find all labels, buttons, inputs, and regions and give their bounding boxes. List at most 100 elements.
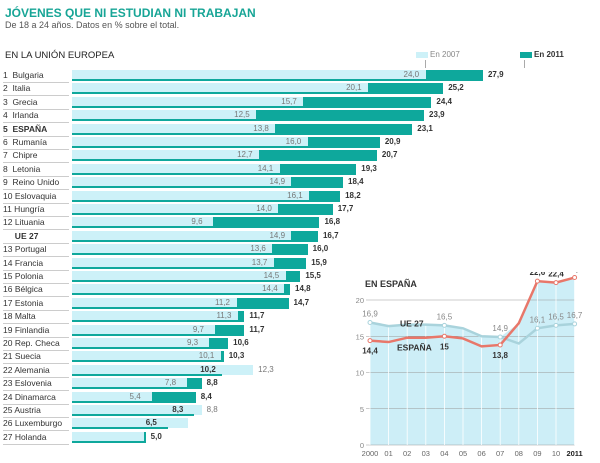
bar-label: 13 Portugal <box>3 244 69 258</box>
spain-line-chart: EN ESPAÑA 0 5 10 15 20 2000 01 02 03 04 05 06 07 08 09 1… <box>345 272 600 463</box>
value-2007: 11,2 <box>214 297 230 307</box>
bar-2011 <box>151 391 196 402</box>
value-2007: 12,7 <box>237 150 253 160</box>
x-tick-label: 2011 <box>566 449 582 458</box>
legend-label-2007: En 2007 <box>430 50 460 59</box>
bar-label: 27 Holanda <box>3 432 69 445</box>
value-2007: 5,4 <box>129 391 141 401</box>
table-row: 17 Estonia 11,2 14,7 <box>0 297 600 311</box>
x-tick-label: 07 <box>496 449 504 458</box>
value-2011: 5,0 <box>150 431 162 441</box>
bar-2007 <box>72 351 221 362</box>
bar-2007 <box>72 257 274 268</box>
value-2011: 10,2 <box>200 364 216 374</box>
data-point <box>534 325 540 331</box>
bar-2007 <box>72 137 308 147</box>
bar-label: 8 Letonia <box>3 164 69 177</box>
bar-2011-underline <box>72 226 320 229</box>
bar-2007 <box>72 70 426 80</box>
table-row: 5 ESPAÑA 13,8 23,1 <box>0 123 600 137</box>
x-tick-label: 02 <box>403 449 411 458</box>
bar-2011 <box>303 96 432 107</box>
value-2011: 8,8 <box>206 378 218 388</box>
bar-2007 <box>72 418 189 429</box>
bar-2011 <box>309 190 341 201</box>
data-label: 13,8 <box>492 351 508 360</box>
value-2011: 11,7 <box>249 311 265 321</box>
value-2007: 16,1 <box>287 190 303 200</box>
bar-2007 <box>72 244 273 255</box>
x-tick-label: 03 <box>422 449 430 458</box>
bar-2011 <box>213 217 320 228</box>
table-row: 9 Reino Unido 14,9 18,4 <box>0 176 600 191</box>
table-row: 8 Letonia 14,1 19,3 <box>0 163 600 177</box>
table-row: 11 Hungría 14,0 17,7 <box>0 203 600 217</box>
value-2011: 18,4 <box>348 177 364 187</box>
bar-2011-underline <box>72 387 202 390</box>
bar-label: 12 Lituania <box>3 217 69 231</box>
value-2011: 14,8 <box>295 284 311 294</box>
table-row: 15 Polonia 14,5 15,5 <box>0 270 600 284</box>
value-2007: 24,0 <box>403 70 420 79</box>
page-title: JÓVENES QUE NI ESTUDIAN NI TRABAJAN <box>5 6 256 20</box>
bar-2011-underline <box>72 320 245 323</box>
data-label: 22,4 <box>548 272 564 279</box>
bar-2011-underline <box>72 400 196 403</box>
table-row: 26 Luxemburgo 6,5 <box>0 417 600 432</box>
table-row: 19 Finlandia 9,7 11,7 <box>0 324 600 338</box>
value-2007: 14,9 <box>269 230 286 240</box>
bar-2011-underline <box>72 414 195 416</box>
table-row: 13 Portugal 13,6 16,0 <box>0 243 600 258</box>
data-point <box>367 319 373 325</box>
bar-2007 <box>72 364 254 375</box>
bar-label: 23 Eslovenia <box>3 378 69 392</box>
value-2011: 10,3 <box>228 351 245 361</box>
bar-2007 <box>72 324 215 335</box>
legend-swatch-2007 <box>416 51 428 58</box>
bar-label: 15 Polonia <box>3 271 69 284</box>
bar-label: 14 Francia <box>3 258 69 271</box>
value-2011: 8,3 <box>172 405 184 414</box>
table-row: 27 Holanda 5,0 <box>0 431 600 445</box>
bar-2011 <box>208 338 229 348</box>
bar-2011-underline <box>72 306 289 309</box>
data-point <box>572 275 578 281</box>
x-tick-label: 10 <box>552 449 560 458</box>
value-2007: 13,6 <box>250 244 266 254</box>
bar-2011 <box>291 177 344 188</box>
bar-2011-underline <box>72 333 245 336</box>
value-2011: 16,7 <box>322 230 339 240</box>
bar-label: 10 Eslovaquia <box>3 191 69 204</box>
data-label: 16,5 <box>548 312 564 321</box>
bar-2007 <box>72 150 260 161</box>
bar-2011 <box>285 271 301 281</box>
data-label: 16,5 <box>437 312 453 321</box>
series-label-espana: ESPAÑA <box>397 343 432 353</box>
bar-2011 <box>275 123 413 134</box>
bar-label: 3 Grecia <box>3 97 69 110</box>
value-2007: 20,1 <box>346 83 362 93</box>
data-point <box>553 280 559 286</box>
value-2007: 9,3 <box>186 338 199 347</box>
series-line-espana <box>369 276 575 348</box>
bar-2011 <box>291 230 318 241</box>
bar-label: 18 Malta <box>3 311 69 325</box>
bar-label: 17 Estonia <box>3 298 69 311</box>
data-point <box>441 333 447 339</box>
bar-2007 <box>72 311 239 322</box>
area-fill <box>370 277 575 445</box>
table-row: 25 Austria 8,3 8,8 <box>0 404 600 418</box>
data-label: 14,9 <box>492 324 508 333</box>
y-tick-label: 20 <box>356 296 364 305</box>
bar-2011-underline <box>72 79 483 81</box>
bar-2011 <box>368 83 444 94</box>
value-2007: 11,3 <box>216 311 232 321</box>
line-chart-title: EN ESPAÑA <box>365 279 417 289</box>
bar-2011-underline <box>72 213 333 215</box>
value-2011: 16,0 <box>312 244 329 254</box>
bar-label: 24 Dinamarca <box>3 392 69 405</box>
bar-label: 4 Irlanda <box>3 110 69 124</box>
bar-label: 7 Chipre <box>3 150 69 164</box>
bar-2011-underline <box>72 360 224 363</box>
value-2007: 9,6 <box>191 217 203 227</box>
